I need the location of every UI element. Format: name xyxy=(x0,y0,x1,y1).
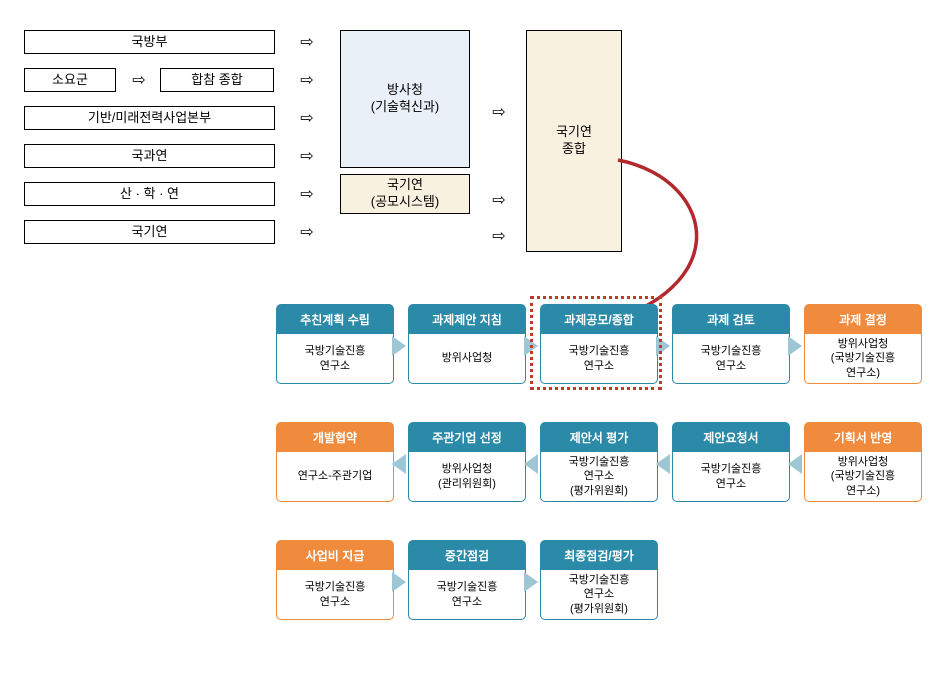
org-box: 국방부 xyxy=(24,30,275,54)
chevron-left-icon xyxy=(656,454,670,474)
org-box: 국기연 xyxy=(24,220,275,244)
chevron-right-icon xyxy=(656,336,670,356)
mid-box: 방사청 (기술혁신과) xyxy=(340,30,470,168)
org-box: 합참 종합 xyxy=(160,68,274,92)
step-title: 개발협약 xyxy=(276,422,394,452)
chevron-right-icon xyxy=(392,572,406,592)
step-body: 방위사업청 xyxy=(408,334,526,384)
step-body: 국방기술진흥 연구소 (평가위원회) xyxy=(540,570,658,620)
org-label: 국기연 xyxy=(132,224,168,241)
step-title: 주관기업 선정 xyxy=(408,422,526,452)
step-body: 연구소-주관기업 xyxy=(276,452,394,502)
arrow-icon: ⇨ xyxy=(292,222,322,242)
org-box: 기반/미래전력사업본부 xyxy=(24,106,275,130)
arrow-icon: ⇨ xyxy=(484,226,514,246)
step-body: 국방기술진흥 연구소 xyxy=(276,334,394,384)
step-title: 과제 결정 xyxy=(804,304,922,334)
arrow-icon: ⇨ xyxy=(484,102,514,122)
arrow-icon: ⇨ xyxy=(292,70,322,90)
process-step: 과제공모/종합국방기술진흥 연구소 xyxy=(540,304,658,384)
step-title: 과제 검토 xyxy=(672,304,790,334)
arrow-icon: ⇨ xyxy=(292,108,322,128)
step-body: 국방기술진흥 연구소 (평가위원회) xyxy=(540,452,658,502)
arrow-icon: ⇨ xyxy=(292,184,322,204)
chevron-left-icon xyxy=(524,454,538,474)
process-step: 기획서 반영방위사업청 (국방기술진흥 연구소) xyxy=(804,422,922,502)
process-step: 제안서 평가국방기술진흥 연구소 (평가위원회) xyxy=(540,422,658,502)
final-label: 국기연 종합 xyxy=(556,124,592,158)
step-body: 국방기술진흥 연구소 xyxy=(540,334,658,384)
step-body: 방위사업청 (관리위원회) xyxy=(408,452,526,502)
arrow-icon: ⇨ xyxy=(292,146,322,166)
step-title: 추친계획 수립 xyxy=(276,304,394,334)
chevron-left-icon xyxy=(788,454,802,474)
org-box: 국과연 xyxy=(24,144,275,168)
step-title: 기획서 반영 xyxy=(804,422,922,452)
mid-box: 국기연 (공모시스템) xyxy=(340,174,470,214)
org-box: 산 · 학 · 연 xyxy=(24,182,275,206)
org-label: 국과연 xyxy=(132,148,168,165)
step-body: 방위사업청 (국방기술진흥 연구소) xyxy=(804,334,922,384)
step-body: 국방기술진흥 연구소 xyxy=(276,570,394,620)
step-title: 과제제안 지침 xyxy=(408,304,526,334)
process-step: 중간점검국방기술진흥 연구소 xyxy=(408,540,526,620)
org-label: 기반/미래전력사업본부 xyxy=(88,110,211,127)
process-step: 과제제안 지침방위사업청 xyxy=(408,304,526,384)
step-title: 중간점검 xyxy=(408,540,526,570)
org-label: 소요군 xyxy=(52,72,88,89)
step-body: 방위사업청 (국방기술진흥 연구소) xyxy=(804,452,922,502)
step-title: 제안요청서 xyxy=(672,422,790,452)
final-box: 국기연 종합 xyxy=(526,30,622,252)
process-step: 제안요청서국방기술진흥 연구소 xyxy=(672,422,790,502)
org-label: 합참 종합 xyxy=(191,72,242,89)
org-label: 국방부 xyxy=(132,34,168,51)
chevron-right-icon xyxy=(524,572,538,592)
process-step: 주관기업 선정방위사업청 (관리위원회) xyxy=(408,422,526,502)
chevron-right-icon xyxy=(392,336,406,356)
process-step: 과제 검토국방기술진흥 연구소 xyxy=(672,304,790,384)
mid-label: 방사청 (기술혁신과) xyxy=(371,82,439,116)
step-title: 제안서 평가 xyxy=(540,422,658,452)
arrow-icon: ⇨ xyxy=(292,32,322,52)
process-step: 사업비 지급국방기술진흥 연구소 xyxy=(276,540,394,620)
chevron-right-icon xyxy=(788,336,802,356)
step-title: 최종점검/평가 xyxy=(540,540,658,570)
step-title: 사업비 지급 xyxy=(276,540,394,570)
org-label: 산 · 학 · 연 xyxy=(120,186,179,203)
arrow-icon: ⇨ xyxy=(484,190,514,210)
process-step: 최종점검/평가국방기술진흥 연구소 (평가위원회) xyxy=(540,540,658,620)
step-body: 국방기술진흥 연구소 xyxy=(408,570,526,620)
process-step: 개발협약연구소-주관기업 xyxy=(276,422,394,502)
step-body: 국방기술진흥 연구소 xyxy=(672,452,790,502)
org-box: 소요군 xyxy=(24,68,116,92)
mid-label: 국기연 (공모시스템) xyxy=(371,177,439,211)
step-body: 국방기술진흥 연구소 xyxy=(672,334,790,384)
chevron-left-icon xyxy=(392,454,406,474)
process-step: 과제 결정방위사업청 (국방기술진흥 연구소) xyxy=(804,304,922,384)
chevron-right-icon xyxy=(524,336,538,356)
arrow-icon: ⇨ xyxy=(124,70,154,90)
process-step: 추친계획 수립국방기술진흥 연구소 xyxy=(276,304,394,384)
step-title: 과제공모/종합 xyxy=(540,304,658,334)
